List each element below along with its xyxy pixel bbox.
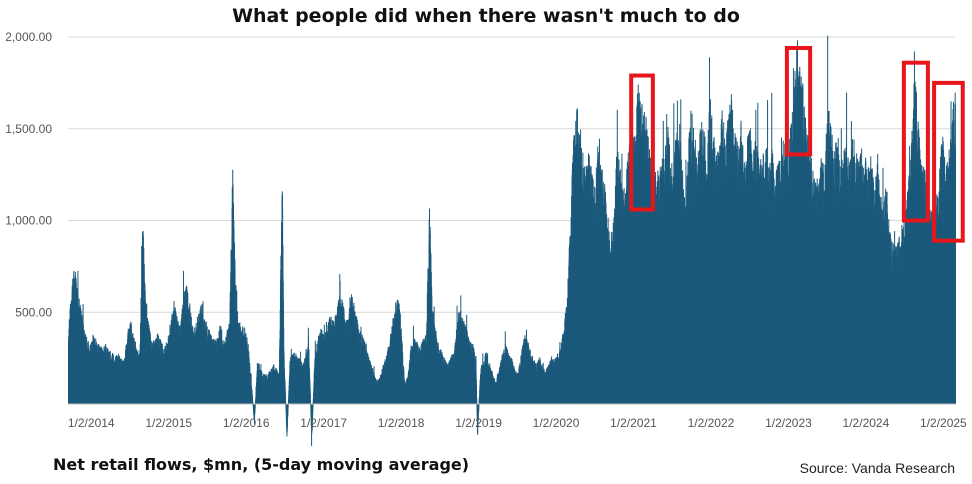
bar (285, 396, 287, 404)
bar (252, 402, 254, 404)
y-tick-label: 500.00 (15, 305, 52, 319)
bar (478, 404, 480, 407)
y-tick-label: 1,500.00 (5, 122, 52, 136)
y-tick-label: 2,000.00 (5, 30, 52, 44)
bar (254, 404, 256, 408)
y-tick-label: 1,000.00 (5, 214, 52, 228)
bar (476, 391, 478, 404)
bar (476, 398, 478, 404)
bar (285, 402, 287, 404)
y-axis-ticks: 500.00 1,000.00 1,500.00 2,000.00 (5, 30, 52, 319)
chart-title: What people did when there wasn't much t… (232, 5, 740, 27)
bar (309, 393, 311, 404)
bar (478, 404, 480, 411)
bar (312, 404, 314, 407)
bar (312, 404, 314, 412)
bar (287, 404, 289, 408)
bar (310, 400, 312, 404)
bar-series (68, 35, 956, 447)
